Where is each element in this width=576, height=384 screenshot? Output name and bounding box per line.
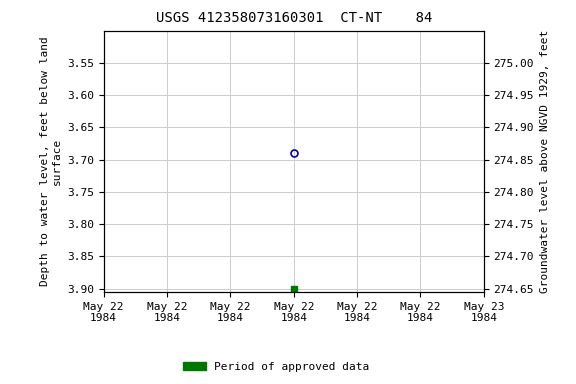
Y-axis label: Groundwater level above NGVD 1929, feet: Groundwater level above NGVD 1929, feet xyxy=(540,30,550,293)
Title: USGS 412358073160301  CT-NT    84: USGS 412358073160301 CT-NT 84 xyxy=(156,12,432,25)
Legend: Period of approved data: Period of approved data xyxy=(179,358,374,377)
Y-axis label: Depth to water level, feet below land
surface: Depth to water level, feet below land su… xyxy=(40,36,62,286)
